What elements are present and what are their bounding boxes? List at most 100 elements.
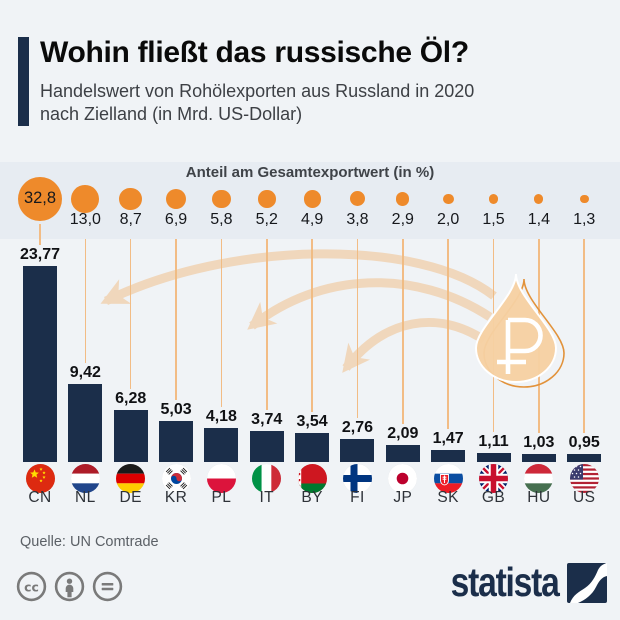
bar-value: 23,77 bbox=[19, 245, 61, 263]
bar bbox=[567, 454, 602, 462]
bar-value: 2,09 bbox=[387, 424, 419, 442]
bar bbox=[521, 453, 556, 462]
flag-icon-kr bbox=[161, 464, 191, 493]
source-text: Quelle: UN Comtrade bbox=[20, 534, 159, 550]
bar bbox=[476, 452, 511, 462]
share-value: 1,4 bbox=[527, 211, 550, 228]
flag-icon-by bbox=[297, 464, 327, 493]
attribution-icon bbox=[54, 571, 85, 607]
statista-symbol-icon bbox=[567, 562, 607, 603]
share-bubble bbox=[71, 185, 100, 213]
connector-line bbox=[311, 239, 313, 412]
share-value: 4,9 bbox=[300, 211, 324, 228]
share-bubble bbox=[488, 194, 499, 204]
country-code: IT bbox=[259, 489, 275, 506]
cc-icon: cc bbox=[16, 571, 47, 607]
country-code: SK bbox=[437, 489, 459, 506]
connector-line bbox=[220, 239, 223, 407]
share-bubble bbox=[579, 194, 589, 204]
bar-value: 3,54 bbox=[296, 412, 328, 430]
bar-value: 4,18 bbox=[205, 407, 237, 425]
flag-icon-it bbox=[252, 464, 282, 493]
license-icons: cc bbox=[16, 571, 123, 607]
bar-value: 5,03 bbox=[160, 400, 192, 418]
bar-value: 2,76 bbox=[341, 419, 373, 437]
bar-value: 3,74 bbox=[251, 411, 283, 429]
bar bbox=[23, 265, 57, 462]
share-bubble bbox=[257, 190, 276, 208]
bar bbox=[295, 432, 330, 462]
share-band-title: Anteil am Gesamtexportwert (in %) bbox=[185, 164, 435, 181]
share-value: 1,3 bbox=[573, 211, 596, 228]
title-accent-bar bbox=[18, 37, 29, 126]
bar bbox=[431, 449, 466, 462]
share-value: 32,8 bbox=[23, 189, 57, 207]
flag-icon-cn bbox=[25, 464, 55, 493]
share-bubble bbox=[442, 193, 454, 205]
connector-line bbox=[356, 239, 359, 419]
country-code: DE bbox=[119, 489, 142, 506]
bar bbox=[340, 439, 375, 462]
share-bubble bbox=[17, 176, 63, 222]
country-code: KR bbox=[164, 489, 188, 506]
bar-value: 9,42 bbox=[69, 364, 101, 382]
bar bbox=[113, 410, 148, 462]
flag-icon-pl bbox=[206, 464, 236, 493]
share-bubble bbox=[396, 192, 410, 206]
connector-line bbox=[84, 239, 87, 364]
bar-value: 1,47 bbox=[432, 429, 464, 447]
connector-line bbox=[39, 224, 41, 245]
page-title: Wohin fließt das russische Öl? bbox=[40, 36, 469, 69]
bar bbox=[385, 444, 420, 462]
country-code: US bbox=[573, 489, 596, 506]
share-bubble bbox=[119, 187, 143, 211]
statista-wordmark: statista bbox=[451, 559, 560, 605]
share-bubble bbox=[303, 190, 321, 208]
country-code: JP bbox=[393, 489, 413, 506]
bar-value: 1,11 bbox=[478, 432, 509, 450]
connector-line bbox=[583, 239, 585, 434]
connector-line bbox=[492, 239, 495, 432]
statista-logo: statista bbox=[427, 562, 607, 603]
share-value: 13,0 bbox=[69, 211, 101, 228]
flag-icon-nl bbox=[70, 464, 100, 493]
share-value: 8,7 bbox=[119, 211, 142, 228]
flag-icon-fi bbox=[342, 464, 372, 493]
country-code: GB bbox=[481, 489, 506, 506]
share-value: 5,2 bbox=[255, 211, 278, 228]
share-bubble bbox=[534, 194, 544, 204]
share-value: 6,9 bbox=[164, 211, 188, 228]
svg-text:cc: cc bbox=[24, 579, 39, 594]
share-bubble bbox=[165, 188, 187, 210]
bar bbox=[159, 420, 194, 462]
share-value: 2,0 bbox=[437, 211, 460, 228]
share-value: 1,5 bbox=[482, 211, 505, 228]
bar-value: 1,03 bbox=[523, 433, 555, 451]
flag-icon-sk bbox=[433, 464, 463, 493]
flag-icon-de bbox=[116, 464, 146, 493]
country-code: HU bbox=[527, 489, 551, 506]
flag-icon-us bbox=[569, 464, 599, 493]
connector-line bbox=[265, 239, 268, 411]
bar-value: 6,28 bbox=[115, 390, 147, 408]
bar bbox=[68, 384, 103, 462]
page-subtitle: Handelswert von Rohölexporten aus Russla… bbox=[40, 81, 475, 125]
country-code: PL bbox=[211, 489, 232, 506]
country-code: BY bbox=[301, 489, 323, 506]
connector-line bbox=[129, 239, 132, 390]
country-code: FI bbox=[350, 489, 365, 506]
connector-line bbox=[538, 239, 540, 433]
connector-line bbox=[447, 239, 449, 429]
share-bubble bbox=[349, 191, 365, 207]
bar-value: 0,95 bbox=[568, 434, 600, 452]
share-value: 3,8 bbox=[346, 211, 369, 228]
flag-icon-hu bbox=[524, 464, 554, 493]
connector-line bbox=[175, 239, 177, 400]
connector-line bbox=[402, 239, 404, 424]
bar bbox=[249, 431, 284, 462]
bar bbox=[204, 427, 239, 462]
share-bubble bbox=[212, 189, 231, 209]
flag-icon-jp bbox=[388, 464, 418, 493]
